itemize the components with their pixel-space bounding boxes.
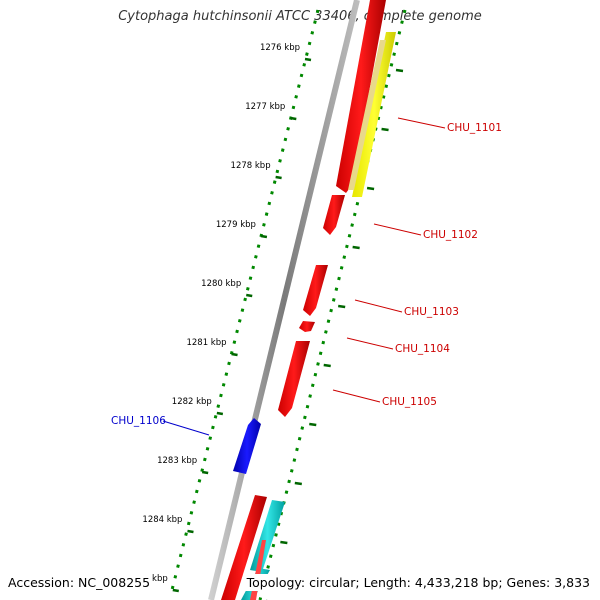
kbp-tick bbox=[216, 411, 224, 416]
kbp-tick bbox=[231, 352, 238, 357]
kbp-tick bbox=[246, 293, 253, 298]
kbp-label: 1276 kbp bbox=[260, 43, 300, 53]
outer-tick bbox=[338, 304, 346, 309]
kbp-tick bbox=[260, 234, 268, 239]
label-chu-1106[interactable]: CHU_1106 bbox=[111, 415, 166, 427]
cyan-feature-a bbox=[250, 500, 285, 572]
kbp-tick bbox=[172, 588, 179, 593]
label-chu-1105[interactable]: CHU_1105 bbox=[382, 396, 437, 408]
outer-tick bbox=[366, 186, 375, 191]
gene-chu-1102-block[interactable] bbox=[323, 195, 345, 235]
kbp-tick bbox=[290, 116, 297, 121]
kbp-label: 1280 kbp bbox=[201, 279, 241, 289]
genome-summary-text: Topology: circular; Length: 4,433,218 bp… bbox=[244, 574, 592, 591]
gene-chu-1104-block[interactable] bbox=[299, 321, 315, 332]
label-line-chu-1106 bbox=[162, 420, 210, 436]
kbp-label: 1284 kbp bbox=[142, 515, 182, 525]
kbp-tick bbox=[275, 175, 282, 180]
outer-tick bbox=[395, 68, 404, 73]
kbp-tick bbox=[187, 529, 194, 534]
outer-dotted-track bbox=[258, 9, 407, 600]
yellow-feature bbox=[352, 32, 396, 197]
gene-chu-1101-block[interactable] bbox=[336, 0, 386, 193]
outer-tick bbox=[352, 245, 360, 250]
label-chu-1102[interactable]: CHU_1102 bbox=[423, 229, 478, 241]
label-chu-1103[interactable]: CHU_1103 bbox=[404, 306, 459, 318]
red-feature-bottom bbox=[221, 495, 267, 600]
kbp-label: 1278 kbp bbox=[231, 161, 271, 171]
outer-tick bbox=[381, 127, 389, 132]
kbp-tick bbox=[201, 470, 209, 475]
kbp-tick bbox=[304, 57, 312, 62]
yellow-feature-light bbox=[348, 40, 386, 190]
gene-chu-1105-block[interactable] bbox=[278, 341, 310, 417]
label-chu-1104[interactable]: CHU_1104 bbox=[395, 343, 450, 355]
kbp-label: 1277 kbp bbox=[245, 102, 285, 112]
kbp-label: 1279 kbp bbox=[216, 220, 256, 230]
label-line-chu-1102 bbox=[373, 223, 422, 236]
outer-tick bbox=[323, 363, 331, 368]
map-title: Cytophaga hutchinsonii ATCC 33406, compl… bbox=[118, 9, 482, 24]
backbone-line bbox=[208, 0, 360, 600]
inner-dotted-track bbox=[170, 9, 320, 591]
label-line-chu-1105 bbox=[332, 389, 381, 403]
gene-chu-1106-block[interactable] bbox=[233, 418, 261, 474]
accession-text: Accession: NC_008255 bbox=[6, 574, 153, 591]
kbp-label: 1283 kbp bbox=[157, 456, 197, 466]
outer-tick bbox=[294, 481, 302, 486]
label-line-chu-1101 bbox=[397, 117, 446, 129]
outer-tick bbox=[309, 422, 317, 427]
kbp-label: 1281 kbp bbox=[186, 338, 226, 348]
label-chu-1101[interactable]: CHU_1101 bbox=[447, 122, 502, 134]
gene-chu-1103-block[interactable] bbox=[303, 265, 328, 316]
label-line-chu-1103 bbox=[354, 299, 403, 313]
label-line-chu-1104 bbox=[346, 337, 394, 350]
outer-tick bbox=[280, 540, 288, 545]
kbp-label: 1282 kbp bbox=[172, 397, 212, 407]
